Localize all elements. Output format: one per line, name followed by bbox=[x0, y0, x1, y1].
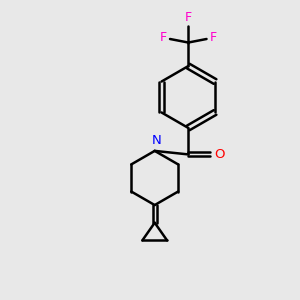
Text: F: F bbox=[185, 11, 192, 24]
Text: N: N bbox=[151, 134, 161, 147]
Text: F: F bbox=[160, 31, 167, 44]
Text: O: O bbox=[214, 148, 224, 161]
Text: F: F bbox=[209, 31, 217, 44]
